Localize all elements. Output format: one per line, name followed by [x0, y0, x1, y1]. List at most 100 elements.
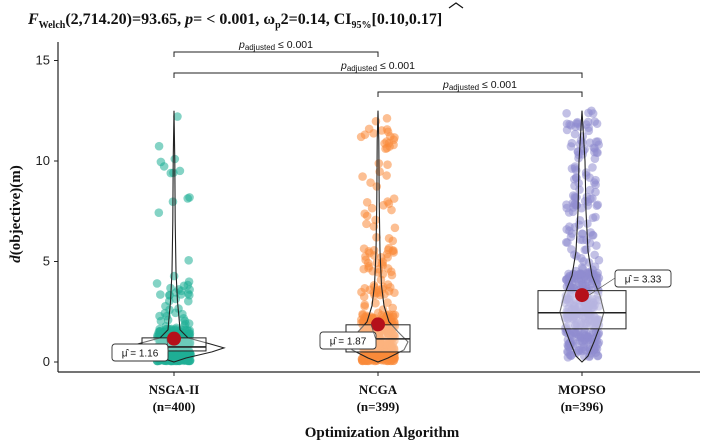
omega-hat-mark — [448, 2, 464, 9]
data-point — [378, 305, 388, 315]
data-point — [562, 225, 572, 234]
mean-label-box — [614, 269, 672, 288]
data-point — [567, 305, 577, 314]
data-point — [366, 178, 375, 187]
data-point — [390, 288, 399, 298]
y-tick-label: 10 — [36, 153, 50, 168]
data-point — [377, 126, 386, 135]
data-point — [562, 203, 572, 213]
data-point — [383, 253, 392, 262]
data-point — [152, 279, 162, 288]
data-point — [584, 312, 593, 321]
data-point — [390, 223, 400, 233]
data-point — [592, 344, 602, 354]
data-point — [360, 209, 370, 218]
data-point — [173, 112, 182, 121]
data-point — [184, 290, 194, 300]
data-point — [590, 147, 599, 157]
mean-label: μ̂ = 3.33 — [625, 274, 662, 286]
data-point — [572, 193, 581, 202]
data-point — [582, 120, 591, 129]
mean-label-connector — [370, 324, 377, 341]
data-point — [566, 142, 576, 151]
data-point — [159, 162, 169, 171]
mean-marker — [371, 317, 385, 332]
data-point — [360, 283, 370, 293]
y-tick-label: 5 — [43, 254, 50, 269]
data-point — [178, 309, 187, 319]
data-point — [154, 141, 164, 151]
data-point — [567, 245, 576, 254]
data-point — [591, 294, 601, 304]
data-point — [184, 319, 194, 328]
data-point — [362, 219, 371, 229]
data-point — [588, 163, 597, 172]
data-point — [376, 252, 386, 262]
data-point — [574, 153, 583, 163]
y-tick-label: 15 — [36, 53, 50, 68]
mean-label: μ̂ = 1.16 — [122, 348, 159, 360]
data-point — [370, 290, 379, 300]
data-point — [383, 329, 393, 338]
data-point — [362, 197, 372, 207]
data-point — [184, 256, 193, 265]
data-point — [581, 168, 591, 177]
data-point — [356, 132, 366, 142]
y-tick-label: 0 — [43, 354, 50, 369]
data-point — [359, 244, 369, 254]
x-tick-count: (n=400) — [153, 399, 196, 414]
data-point — [591, 212, 600, 222]
data-point — [389, 353, 399, 362]
data-point — [582, 235, 591, 245]
x-tick-count: (n=399) — [357, 399, 400, 414]
data-point — [588, 230, 597, 240]
comparison-label: padjusted ≤ 0.001 — [238, 39, 313, 52]
comparison-label: padjusted ≤ 0.001 — [340, 60, 415, 73]
data-point — [367, 203, 377, 213]
data-point — [577, 280, 586, 289]
data-point — [384, 234, 394, 243]
data-point — [160, 308, 170, 318]
omega-hat: ω — [263, 11, 275, 28]
data-point — [361, 252, 370, 261]
data-point — [562, 119, 572, 129]
y-axis-label: d(objective)(m) — [8, 165, 24, 262]
data-point — [388, 246, 397, 256]
data-point — [380, 348, 390, 358]
comparison-label: padjusted ≤ 0.001 — [442, 79, 517, 92]
data-point — [588, 334, 598, 344]
data-point — [563, 238, 572, 247]
data-point — [571, 328, 581, 337]
x-tick-label: MOPSO — [558, 382, 606, 397]
data-point — [371, 298, 380, 308]
data-point — [371, 116, 381, 126]
mean-marker — [167, 331, 181, 346]
data-point — [380, 139, 389, 148]
data-point — [577, 229, 587, 239]
data-point — [588, 265, 597, 274]
chart-title: FWelch(2,714.20)=93.65, p= < 0.001, ωp2=… — [27, 11, 442, 31]
data-point — [388, 303, 398, 313]
data-point — [562, 275, 571, 285]
data-point — [389, 140, 398, 150]
data-point — [171, 308, 180, 318]
data-point — [371, 215, 380, 225]
data-point — [569, 203, 578, 212]
x-tick-label: NCGA — [359, 382, 398, 397]
x-axis-label: Optimization Algorithm — [305, 425, 460, 441]
data-point — [581, 245, 591, 254]
data-point — [571, 313, 581, 323]
data-point — [380, 290, 389, 299]
data-point — [570, 162, 580, 171]
mean-label: μ̂ = 1.87 — [330, 336, 367, 348]
data-point — [383, 264, 393, 273]
data-point — [570, 129, 580, 139]
comparison-bracket — [173, 51, 379, 57]
data-point — [382, 114, 392, 123]
data-point — [156, 290, 165, 299]
data-point — [592, 201, 602, 210]
data-point — [562, 282, 572, 291]
comparison-bracket — [377, 91, 583, 97]
data-point — [165, 290, 174, 300]
data-point — [360, 300, 370, 309]
